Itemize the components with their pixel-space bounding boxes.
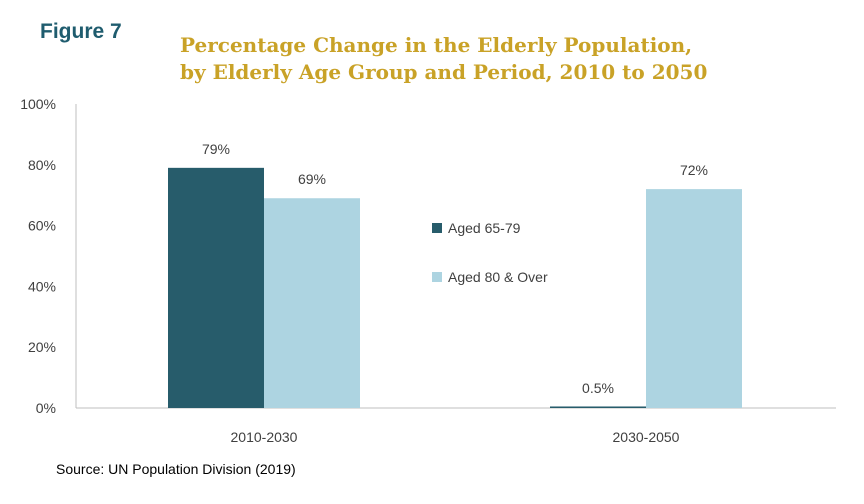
legend-label: Aged 65-79 — [448, 220, 521, 236]
x-tick-label: 2010-2030 — [231, 429, 298, 445]
y-tick-label: 80% — [28, 157, 56, 173]
figure-label: Figure 7 — [40, 20, 122, 43]
legend-swatch — [432, 272, 442, 282]
bar-aged-65-79 — [550, 406, 646, 408]
y-tick-label: 60% — [28, 218, 56, 234]
y-tick-label: 0% — [36, 400, 56, 416]
chart-title-line-2: by Elderly Age Group and Period, 2010 to… — [180, 60, 708, 84]
chart-title-line-1: Percentage Change in the Elderly Populat… — [180, 33, 693, 57]
bar-aged-80-over — [646, 189, 742, 408]
bar-aged-65-79 — [168, 167, 264, 408]
y-tick-label: 20% — [28, 339, 56, 355]
data-label: 79% — [202, 141, 230, 157]
bar-aged-80-over — [264, 198, 360, 408]
y-tick-label: 40% — [28, 278, 56, 294]
x-tick-label: 2030-2050 — [613, 429, 680, 445]
data-label: 72% — [680, 162, 708, 178]
legend-label: Aged 80 & Over — [448, 269, 548, 285]
source-note: Source: UN Population Division (2019) — [56, 461, 296, 477]
y-tick-label: 100% — [20, 96, 56, 112]
chart-title: Percentage Change in the Elderly Populat… — [180, 32, 707, 86]
data-label: 0.5% — [582, 380, 614, 396]
data-label: 69% — [298, 171, 326, 187]
legend-swatch — [432, 223, 442, 233]
